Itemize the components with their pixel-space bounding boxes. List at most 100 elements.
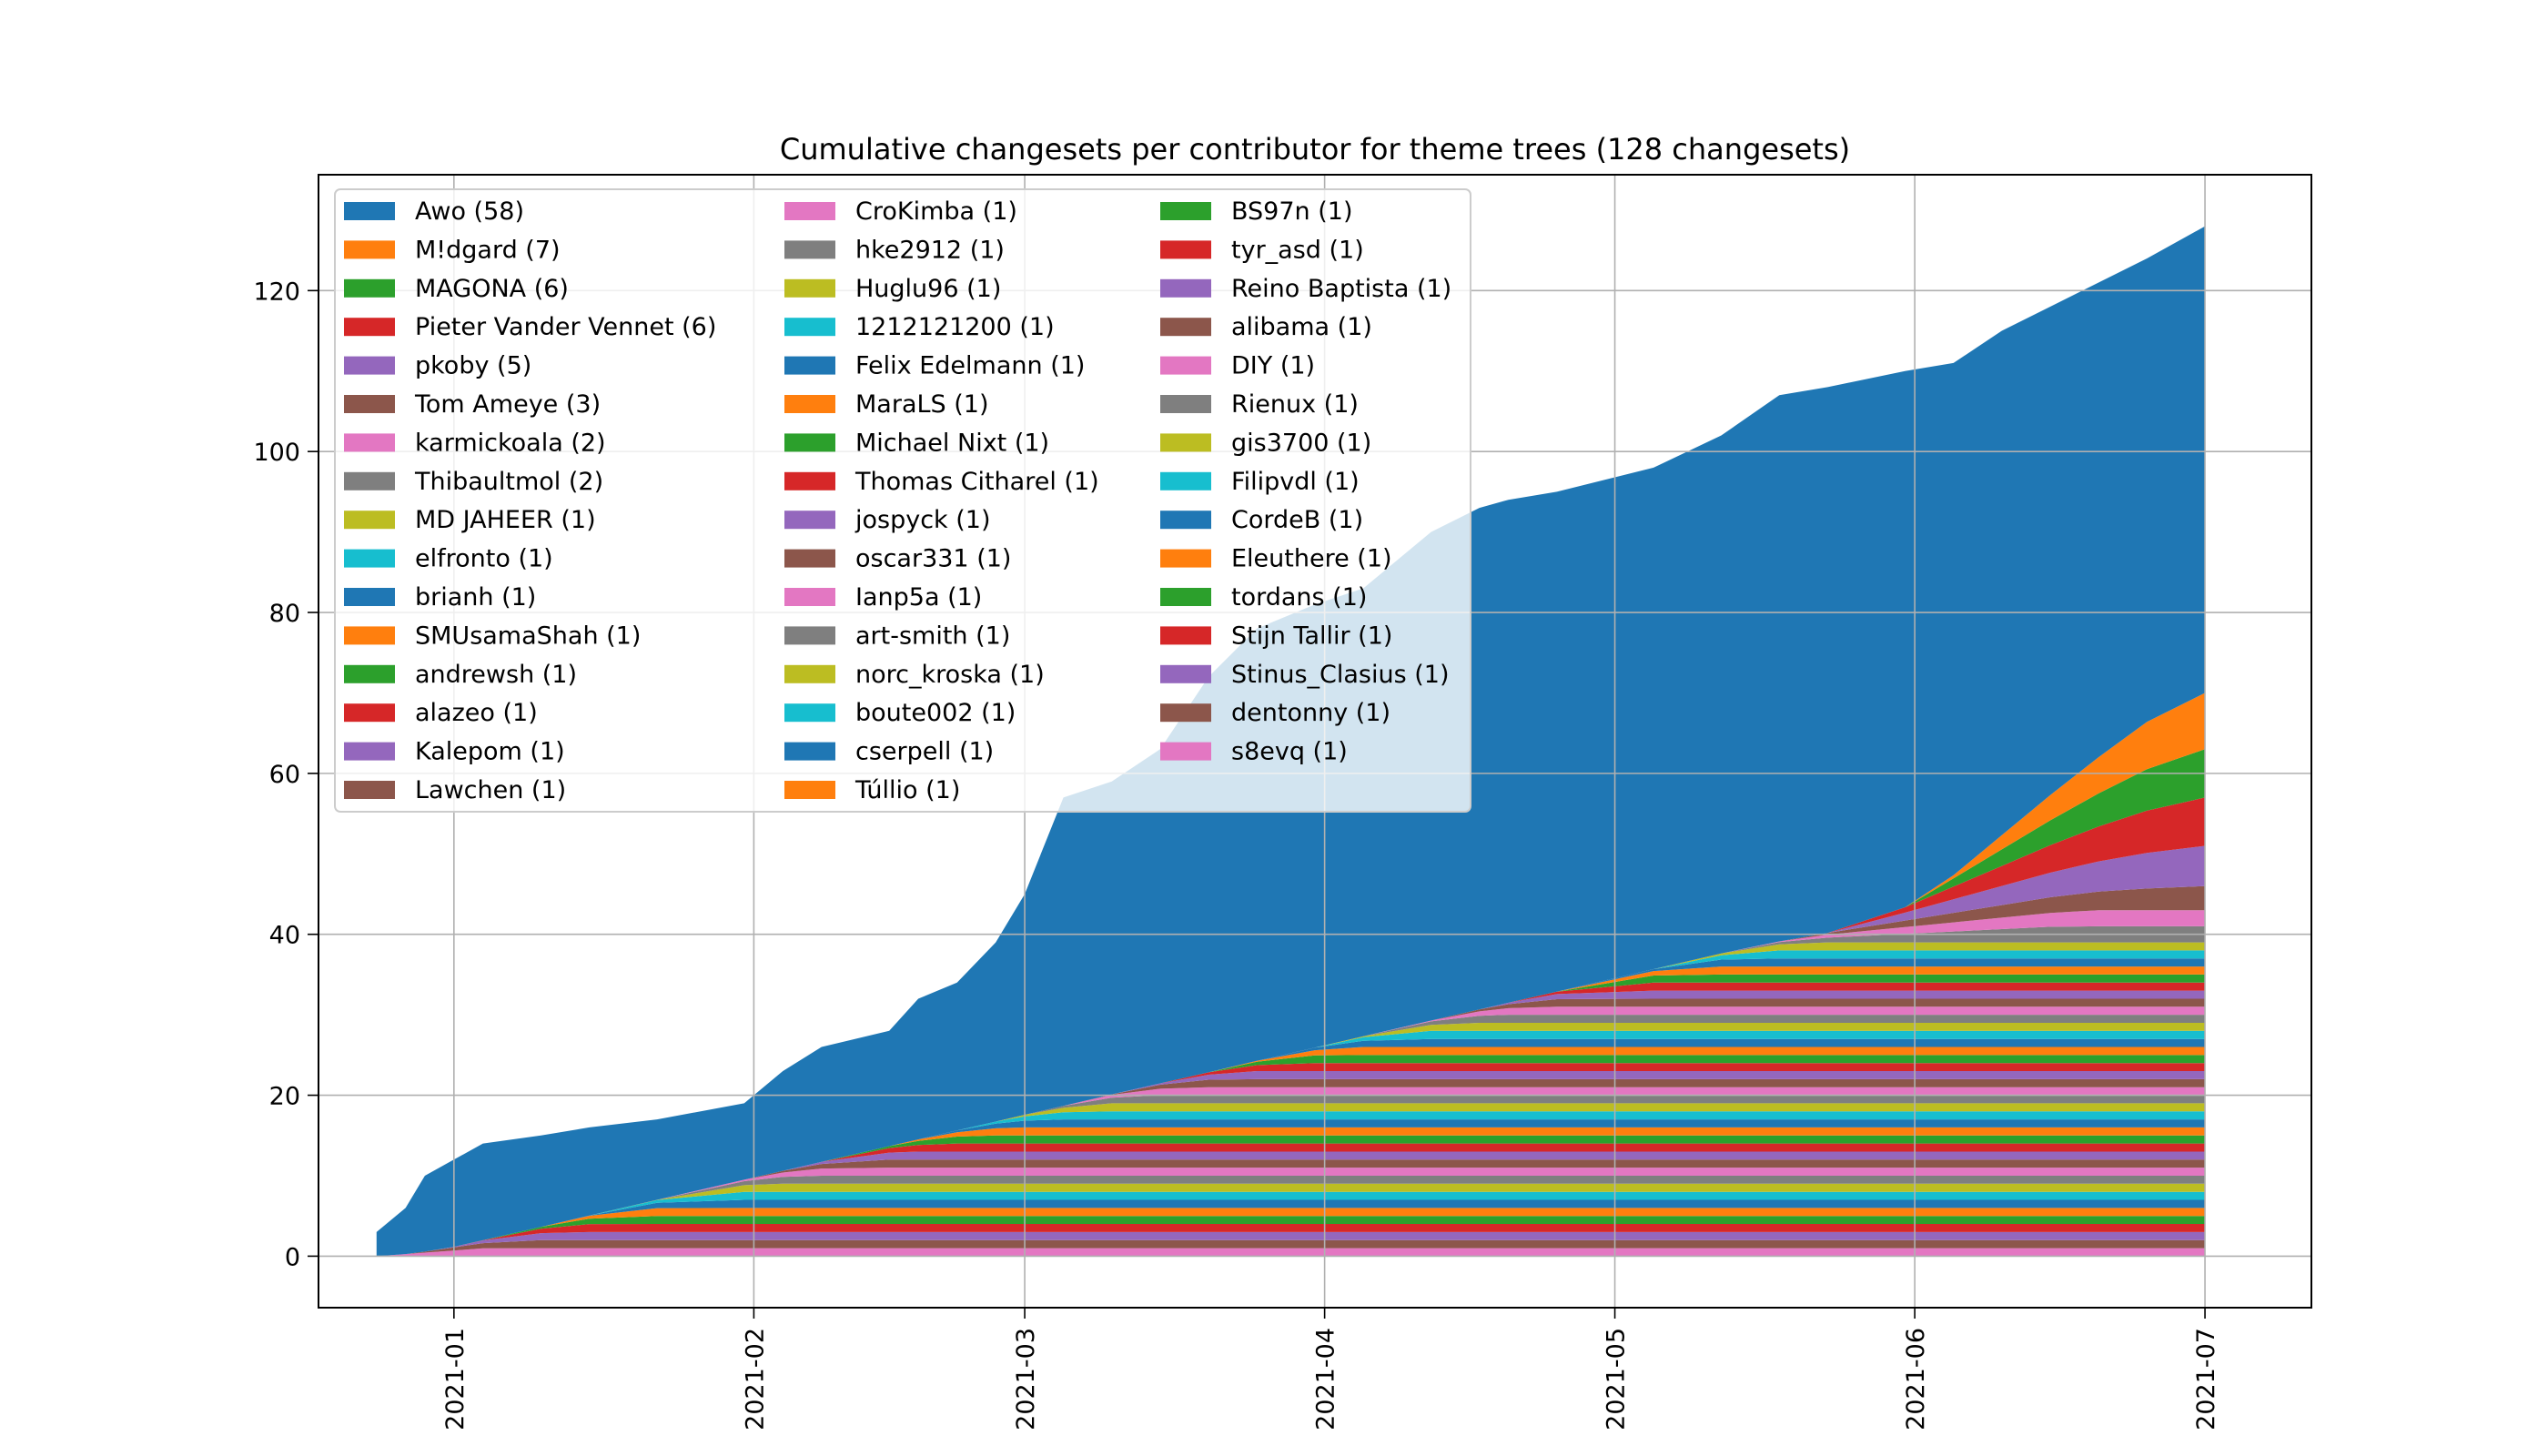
legend-label: Stinus_Clasius (1)	[1231, 661, 1450, 689]
legend-label: Awo (58)	[415, 197, 524, 226]
plot-frame	[318, 174, 2312, 1309]
area-band	[376, 1183, 2206, 1257]
legend-label: Pieter Vander Vennet (6)	[415, 313, 716, 341]
legend-label: art-smith (1)	[855, 622, 1010, 650]
legend-label: alazeo (1)	[415, 699, 538, 727]
legend-label: MaraLS (1)	[855, 390, 989, 419]
legend-swatch	[344, 781, 395, 799]
x-tick-label: 2021-04	[1312, 1328, 1340, 1431]
legend-swatch	[1160, 202, 1211, 220]
legend-label: Kalepom (1)	[415, 738, 565, 766]
legend-label: Huglu96 (1)	[855, 275, 1001, 303]
legend-swatch	[344, 278, 395, 298]
legend-label: Eleuthere (1)	[1231, 545, 1392, 573]
legend-swatch	[344, 664, 395, 683]
legend-label: DIY (1)	[1231, 352, 1315, 380]
legend-swatch	[1160, 588, 1211, 606]
x-tick-label: 2021-05	[1603, 1328, 1631, 1431]
legend-swatch	[344, 703, 395, 723]
legend-swatch	[784, 471, 835, 490]
legend-swatch	[784, 742, 835, 761]
legend-swatch	[1160, 240, 1211, 259]
legend-swatch	[344, 356, 395, 375]
area-band	[376, 1231, 2206, 1257]
legend-label: cserpell (1)	[855, 738, 994, 766]
legend-label: gis3700 (1)	[1231, 429, 1371, 457]
legend-label: oscar331 (1)	[855, 545, 1011, 573]
legend-label: Reino Baptista (1)	[1231, 275, 1451, 303]
y-tick-label: 60	[269, 761, 300, 789]
legend-label: 1212121200 (1)	[855, 313, 1055, 341]
legend-swatch	[784, 278, 835, 298]
legend-label: CordeB (1)	[1231, 506, 1363, 534]
area-band	[376, 845, 2206, 1257]
legend-label: brianh (1)	[415, 583, 536, 612]
legend-label: Stijn Tallir (1)	[1231, 622, 1392, 650]
y-tick-label: 80	[269, 600, 300, 628]
legend-swatch	[344, 511, 395, 530]
x-tick-label: 2021-02	[741, 1328, 769, 1431]
legend-frame	[334, 188, 1471, 813]
area-band	[376, 1216, 2206, 1257]
legend-swatch	[1160, 471, 1211, 490]
legend-label: Túllio (1)	[854, 776, 960, 804]
legend-label: hke2912 (1)	[855, 236, 1005, 264]
legend-label: elfronto (1)	[415, 545, 553, 573]
legend-label: CroKimba (1)	[855, 197, 1017, 226]
legend-swatch	[1160, 549, 1211, 568]
legend-label: Filipvdl (1)	[1231, 468, 1360, 496]
legend-swatch	[784, 240, 835, 259]
legend-label: Thibaultmol (2)	[414, 468, 603, 496]
legend-label: Rienux (1)	[1231, 390, 1359, 419]
area-band	[376, 1191, 2206, 1257]
legend-swatch	[1160, 626, 1211, 645]
legend-swatch	[784, 433, 835, 452]
legend-swatch	[344, 742, 395, 761]
legend-swatch	[344, 626, 395, 645]
legend-swatch	[784, 703, 835, 723]
x-tick-label: 2021-03	[1012, 1328, 1040, 1431]
x-tick-label: 2021-01	[441, 1328, 470, 1431]
legend-label: karmickoala (2)	[415, 429, 606, 457]
legend-swatch	[344, 240, 395, 259]
y-tick-label: 0	[285, 1243, 300, 1271]
legend-swatch	[344, 549, 395, 568]
legend-label: Tom Ameye (3)	[414, 390, 601, 419]
legend-swatch	[1160, 433, 1211, 452]
legend-label: jospyck (1)	[854, 506, 991, 534]
legend-swatch	[1160, 511, 1211, 530]
legend-swatch	[1160, 664, 1211, 683]
legend-label: Felix Edelmann (1)	[855, 352, 1085, 380]
legend-swatch	[784, 626, 835, 645]
legend-label: tordans (1)	[1231, 583, 1367, 612]
area-band	[376, 1239, 2206, 1257]
legend-label: SMUsamaShah (1)	[415, 622, 641, 650]
legend-swatch	[784, 356, 835, 375]
y-tick-label: 100	[253, 439, 300, 467]
legend: Awo (58) M!dgard (7) MAGONA (6) Pieter Vand…	[334, 188, 1471, 813]
legend-label: pkoby (5)	[415, 352, 531, 380]
y-tick-label: 20	[269, 1083, 300, 1111]
y-tick-label: 120	[253, 278, 300, 306]
legend-swatch	[344, 471, 395, 490]
legend-label: Ianp5a (1)	[855, 583, 982, 612]
x-axis: 2021-01 2021-02 2021-03 2021-04 2021-05 2021-…	[441, 1308, 2220, 1431]
area-band	[376, 1208, 2206, 1257]
legend-swatch	[784, 588, 835, 606]
legend-swatch	[1160, 703, 1211, 723]
legend-label: BS97n (1)	[1231, 197, 1352, 226]
legend-label: Michael Nixt (1)	[855, 429, 1049, 457]
legend-label: andrewsh (1)	[415, 661, 577, 689]
area-band	[376, 1248, 2206, 1257]
legend-label: alibama (1)	[1231, 313, 1372, 341]
area-band	[376, 1224, 2206, 1257]
legend-swatch	[784, 549, 835, 568]
area-band	[376, 1199, 2206, 1257]
legend-swatch	[784, 202, 835, 220]
legend-label: Thomas Citharel (1)	[854, 468, 1099, 496]
legend-swatch	[344, 318, 395, 337]
legend-swatch	[1160, 395, 1211, 413]
y-axis: 0 20 40 60 80 100 120	[253, 278, 318, 1271]
legend-label: boute002 (1)	[855, 699, 1016, 727]
